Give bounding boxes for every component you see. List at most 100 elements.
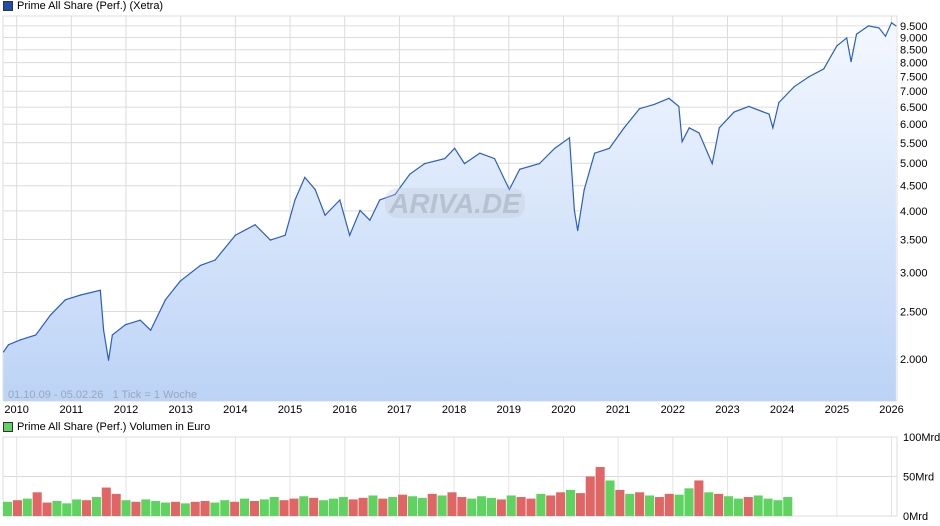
price-point: [234, 234, 236, 236]
volume-bar: [170, 501, 180, 516]
watermark: ARIVA.DE: [388, 188, 522, 219]
price-point: [214, 259, 216, 261]
price-legend-swatch: [3, 1, 13, 11]
price-point: [2, 351, 5, 353]
volume-bar: [12, 500, 22, 516]
y-tick-label: 4.500: [900, 181, 928, 193]
volume-bar: [91, 497, 101, 516]
price-point: [884, 35, 887, 37]
price-point: [454, 147, 456, 149]
volume-bar: [230, 501, 240, 516]
volume-legend: Prime All Share (Perf.) Volumen in Euro: [3, 421, 210, 433]
price-point: [35, 334, 37, 336]
volume-bar: [319, 500, 329, 516]
price-point: [568, 137, 571, 139]
x-tick-label: 2022: [661, 404, 685, 416]
volume-bar: [22, 498, 32, 516]
volume-bar: [674, 494, 684, 516]
volume-y-tick-label: 100Mrd: [903, 432, 940, 444]
y-tick-label: 9.000: [900, 32, 928, 44]
price-point: [554, 147, 556, 149]
volume-bar: [773, 500, 783, 516]
price-point: [80, 294, 82, 296]
volume-bar: [269, 497, 279, 516]
x-tick-label: 2019: [497, 404, 521, 416]
price-point: [878, 27, 880, 29]
volume-bar: [704, 492, 714, 516]
price-point: [768, 113, 770, 115]
volume-bar: [111, 493, 121, 516]
volume-bar: [575, 493, 585, 516]
y-tick-label: 8.500: [900, 45, 928, 57]
price-point: [339, 199, 341, 201]
volume-y-tick-label: 0Mrd: [903, 511, 928, 523]
volume-bar: [763, 498, 773, 516]
price-point: [64, 299, 66, 301]
x-tick-label: 2020: [551, 404, 575, 416]
price-point: [314, 188, 316, 191]
volume-bar: [378, 498, 388, 516]
price-point: [688, 127, 690, 129]
price-point: [890, 22, 893, 24]
volume-bar: [664, 493, 674, 516]
x-tick-label: 2024: [770, 404, 794, 416]
price-point: [284, 234, 286, 236]
price-point: [895, 25, 897, 27]
volume-bar: [595, 467, 605, 516]
price-point: [199, 264, 201, 267]
volume-bar: [407, 496, 418, 516]
price-legend-label: Prime All Share (Perf.) (Xetra): [17, 0, 164, 12]
price-point: [99, 289, 101, 291]
volume-bar: [457, 497, 467, 516]
volume-bar: [180, 503, 190, 516]
price-point: [698, 132, 700, 134]
volume-bar: [417, 497, 427, 516]
x-tick-label: 2015: [278, 404, 302, 416]
price-point: [711, 163, 713, 165]
price-point: [668, 97, 670, 99]
volume-bar: [556, 492, 566, 516]
volume-bar: [3, 501, 13, 516]
y-tick-label: 2.000: [900, 354, 928, 366]
x-tick-label: 2016: [333, 404, 357, 416]
price-point: [254, 224, 256, 226]
volume-bar: [82, 500, 92, 516]
volume-bar: [625, 493, 635, 516]
price-point: [294, 199, 296, 201]
price-point: [409, 173, 411, 175]
volume-bar: [783, 497, 793, 516]
price-area-fill: [3, 22, 896, 402]
price-point: [49, 314, 52, 316]
volume-bar: [358, 497, 368, 516]
volume-bar: [141, 499, 151, 516]
price-point: [139, 319, 141, 321]
volume-bar: [585, 476, 595, 516]
x-tick-label: 2013: [168, 404, 192, 416]
volume-bar: [714, 493, 724, 516]
volume-bar: [654, 497, 664, 516]
x-tick-label: 2012: [114, 404, 138, 416]
price-line: [3, 21, 897, 361]
x-tick-label: 2018: [442, 404, 466, 416]
volume-bar: [684, 488, 694, 516]
price-point: [748, 105, 750, 108]
watermark-badge: [385, 188, 525, 218]
volume-bar: [605, 480, 615, 516]
volume-bar: [101, 487, 111, 516]
volume-bar: [723, 496, 734, 516]
volume-bar: [496, 499, 506, 516]
price-point: [653, 103, 655, 106]
volume-bar: [486, 497, 497, 516]
price-point: [124, 324, 127, 326]
volume-bar: [200, 500, 210, 516]
price-point: [19, 339, 22, 341]
price-point: [733, 111, 735, 113]
volume-bar: [348, 499, 358, 516]
volume-bar: [151, 500, 161, 516]
price-point: [608, 147, 610, 149]
y-tick-label: 4.000: [900, 206, 928, 218]
price-point: [463, 163, 466, 165]
price-point: [269, 239, 271, 241]
